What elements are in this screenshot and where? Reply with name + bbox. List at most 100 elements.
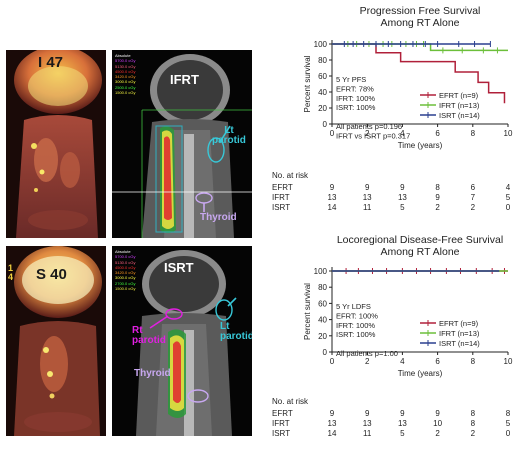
legend-label-isrt: ISRT (n=14) [439,339,480,348]
risk-value: 13 [328,193,337,202]
annotation-line: ISRT: 100% [336,330,376,339]
risk-row-label: EFRT [272,183,293,192]
risk-value: 2 [471,203,476,212]
risk-value: 8 [471,419,476,428]
risk-value: 8 [471,409,476,418]
ct-ifrt-dose-legend: Absolute 5700.0 cGy 5130.0 cGy 4500.0 cG… [115,53,136,96]
ct-ifrt-label: IFRT [170,72,199,87]
annotation-line: EFRT: 100% [336,311,378,320]
ct-isrt-label: ISRT [164,260,194,275]
risk-value: 10 [433,419,442,428]
risk-value: 4 [506,183,511,192]
annotation-line: 5 Yr LDFS [336,302,371,311]
chart-title-line: Among RT Alone [381,17,460,29]
risk-value: 9 [400,183,405,192]
risk-row-label: ISRT [272,203,290,212]
risk-value: 13 [328,419,337,428]
risk-value: 9 [400,409,405,418]
risk-value: 2 [471,429,476,438]
chart-2: Locoregional Disease-Free SurvivalAmong … [272,234,513,438]
y-tick-label: 20 [318,332,327,341]
annotation-line: IFRT: 100% [336,321,375,330]
risk-row-label: EFRT [272,409,293,418]
risk-table-header: No. at risk [272,171,309,180]
pet-scan-bottom-image [6,246,106,436]
risk-value: 9 [435,193,440,202]
risk-value: 7 [471,193,476,202]
y-tick-label: 80 [318,283,327,292]
chart-title-line: Progression Free Survival [360,5,481,17]
legend-label-efrt: EFRT (n=9) [439,319,479,328]
risk-value: 13 [398,419,407,428]
risk-value: 8 [435,183,440,192]
annotation-line: IFRT: 100% [336,94,375,103]
x-tick-label: 8 [471,357,476,366]
risk-value: 5 [400,203,405,212]
risk-value: 2 [435,203,440,212]
risk-value: 9 [435,409,440,418]
annotation-line: All patients p=0.196 [336,122,402,131]
legend-label-ifrt: IFRT (n=13) [439,101,480,110]
risk-value: 5 [400,429,405,438]
y-tick-label: 20 [318,104,327,113]
series-line-ifrt [332,43,508,52]
y-tick-label: 0 [323,348,328,357]
chart-title-line: Among RT Alone [381,246,460,258]
risk-value: 0 [506,429,511,438]
x-tick-label: 10 [504,357,513,366]
y-tick-label: 60 [318,72,327,81]
chart-title-line: Locoregional Disease-Free Survival [337,234,503,246]
ct-isrt-thyroid-label: Thyroid [134,368,171,379]
risk-value: 14 [328,429,337,438]
pet-top-label: I 47 [38,54,64,71]
risk-value: 9 [365,409,370,418]
pet-scan-top-image [6,50,106,238]
risk-value: 11 [363,203,372,212]
annotation-line: 5 Yr PFS [336,75,366,84]
ct-ifrt-thyroid-label: Thyroid [200,212,237,223]
legend-label-ifrt: IFRT (n=13) [439,329,480,338]
x-tick-label: 10 [504,129,513,138]
x-tick-label: 2 [365,357,370,366]
x-axis-label: Time (years) [398,141,443,150]
ct-isrt-dose-legend: Absolute 5700.0 cGy 5130.0 cGy 4500.0 cG… [115,249,136,292]
ct-isrt-lt-parotid-label: Lt parotid [220,321,252,342]
risk-value: 13 [363,193,372,202]
y-axis-label: Percent survival [303,283,312,340]
x-tick-label: 6 [435,357,440,366]
x-tick-label: 4 [400,129,405,138]
risk-row-label: IFRT [272,419,290,428]
pet-bottom-label: S 40 [36,266,67,283]
x-tick-label: 2 [365,129,370,138]
x-tick-label: 6 [435,129,440,138]
risk-row-label: ISRT [272,429,290,438]
x-tick-label: 8 [471,129,476,138]
y-axis-label: Percent survival [303,55,312,112]
risk-value: 2 [435,429,440,438]
risk-value: 5 [506,193,511,202]
annotation-line: All patients p=1.00 [336,349,398,358]
legend-label-isrt: ISRT (n=14) [439,111,480,120]
legend-label-efrt: EFRT (n=9) [439,91,479,100]
risk-value: 0 [506,203,511,212]
y-tick-label: 40 [318,88,327,97]
x-axis-label: Time (years) [398,369,443,378]
pet-bottom-side-text: 1 4 [8,263,14,282]
risk-value: 9 [330,409,335,418]
risk-value: 6 [471,183,476,192]
ct-ifrt-lt-parotid-label: Lt parotid [212,125,246,146]
y-tick-label: 0 [323,120,328,129]
risk-value: 5 [506,419,511,428]
risk-value: 13 [398,193,407,202]
ct-scan-ifrt: Absolute 5700.0 cGy 5130.0 cGy 4500.0 cG… [112,50,252,238]
annotation-line: ISRT: 100% [336,103,376,112]
ct-scan-isrt: Absolute 5700.0 cGy 5130.0 cGy 4500.0 cG… [112,246,252,436]
risk-row-label: IFRT [272,193,290,202]
series-line-efrt [332,43,506,104]
x-tick-label: 0 [330,129,335,138]
risk-value: 9 [365,183,370,192]
x-tick-label: 4 [400,357,405,366]
risk-value: 8 [506,409,511,418]
